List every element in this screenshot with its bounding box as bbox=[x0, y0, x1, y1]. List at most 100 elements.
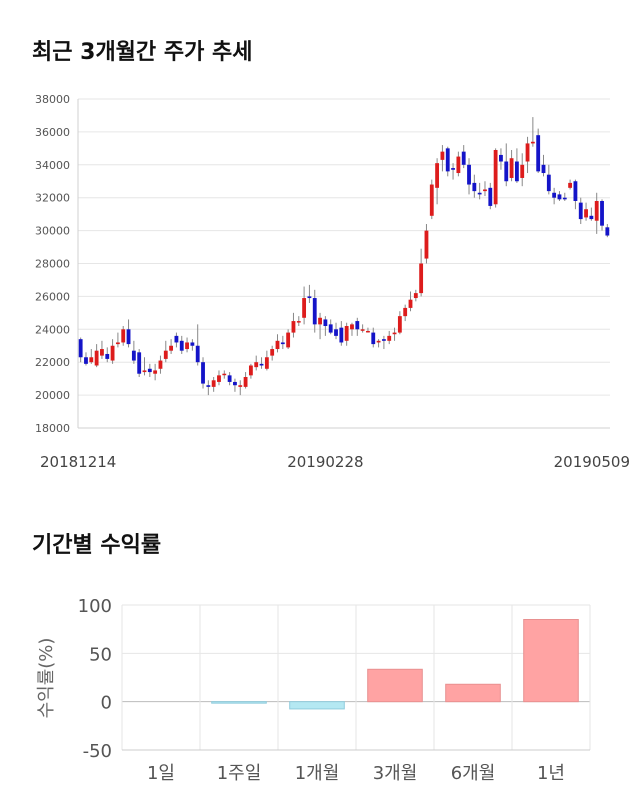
candle-up bbox=[429, 179, 434, 220]
candle-body bbox=[440, 151, 445, 160]
y-tick-label: 30000 bbox=[35, 225, 70, 238]
candle-up bbox=[163, 340, 168, 363]
candle-down bbox=[206, 380, 211, 396]
candle-body bbox=[179, 340, 184, 351]
candle-body bbox=[366, 330, 370, 333]
candle-up bbox=[493, 148, 498, 208]
candle-body bbox=[147, 368, 152, 373]
candle-body bbox=[355, 321, 360, 330]
candle-body bbox=[350, 324, 354, 330]
candle-up bbox=[142, 357, 147, 376]
candle-body bbox=[307, 296, 312, 299]
candle-body bbox=[206, 385, 211, 387]
candle-body bbox=[413, 293, 418, 299]
candle-body bbox=[318, 317, 322, 325]
price-trend-title: 최근 3개월간 주가 추세 bbox=[32, 40, 253, 65]
candle-up bbox=[440, 145, 445, 172]
x-tick-label: 1일 bbox=[147, 763, 175, 784]
candle-body bbox=[562, 197, 567, 200]
y-tick-label: 18000 bbox=[35, 422, 70, 435]
candle-body bbox=[89, 357, 94, 363]
candle-down bbox=[195, 324, 200, 366]
candle-up bbox=[94, 344, 99, 368]
candle-body bbox=[270, 349, 275, 356]
candle-body bbox=[328, 324, 333, 333]
candle-body bbox=[419, 263, 424, 294]
y-tick-label: 36000 bbox=[35, 126, 70, 139]
candle-body bbox=[552, 192, 557, 198]
candle-body bbox=[514, 161, 519, 182]
candle-body bbox=[190, 342, 195, 346]
candle-body bbox=[84, 357, 88, 364]
candle-body bbox=[467, 164, 471, 185]
candle-down bbox=[307, 284, 312, 303]
candle-body bbox=[371, 332, 376, 345]
candle-down bbox=[472, 174, 477, 198]
candle-down bbox=[536, 128, 541, 174]
candle-body bbox=[248, 365, 253, 376]
y-tick-label: 26000 bbox=[35, 290, 70, 303]
candle-body bbox=[594, 200, 599, 221]
candle-down bbox=[578, 197, 583, 225]
candle-body bbox=[169, 345, 174, 351]
candle-body bbox=[424, 230, 429, 259]
candle-up bbox=[110, 339, 115, 364]
candle-body bbox=[259, 363, 264, 366]
candle-down bbox=[562, 192, 567, 201]
x-tick-label: 1개월 bbox=[295, 763, 340, 784]
candle-body bbox=[280, 342, 285, 345]
candle-body bbox=[392, 332, 397, 335]
candle-down bbox=[259, 357, 264, 369]
candle-body bbox=[158, 360, 163, 369]
candle-down bbox=[445, 146, 450, 177]
candle-down bbox=[557, 191, 562, 201]
return-bar bbox=[289, 701, 345, 710]
candle-down bbox=[461, 145, 466, 169]
candle-up bbox=[115, 332, 120, 348]
candle-down bbox=[334, 322, 338, 340]
y-tick-label: 24000 bbox=[35, 323, 70, 336]
candle-body bbox=[126, 329, 131, 345]
candle-up bbox=[424, 224, 429, 264]
candle-up bbox=[387, 330, 392, 345]
candle-up bbox=[270, 345, 275, 361]
x-tick-label: 1년 bbox=[537, 763, 565, 784]
candle-down bbox=[201, 357, 205, 389]
candle-body bbox=[195, 345, 200, 363]
candle-body bbox=[296, 321, 301, 323]
candle-body bbox=[286, 332, 291, 348]
candle-body bbox=[110, 345, 115, 361]
candle-down bbox=[546, 164, 551, 195]
candle-body bbox=[504, 161, 509, 182]
candle-up bbox=[185, 337, 189, 353]
candle-down bbox=[126, 319, 131, 348]
candle-down bbox=[323, 316, 328, 336]
y-tick-label: 100 bbox=[78, 596, 112, 617]
candle-down bbox=[488, 182, 493, 210]
candle-up bbox=[397, 311, 402, 335]
y-axis-label: 수익률(%) bbox=[36, 638, 57, 719]
x-tick-label: 20190228 bbox=[287, 453, 363, 471]
candle-up bbox=[525, 136, 530, 174]
candle-body bbox=[137, 352, 142, 374]
y-tick-label: 0 bbox=[101, 693, 112, 714]
candle-up bbox=[584, 202, 588, 221]
candle-body bbox=[264, 357, 269, 369]
candle-up bbox=[530, 117, 535, 147]
candle-body bbox=[499, 154, 503, 162]
candle-down bbox=[312, 289, 317, 333]
candle-body bbox=[275, 340, 280, 350]
candle-body bbox=[456, 156, 461, 174]
candle-up bbox=[302, 286, 307, 325]
candle-body bbox=[429, 184, 434, 216]
candle-body bbox=[600, 200, 604, 226]
candle-body bbox=[233, 381, 237, 386]
candle-body bbox=[557, 194, 562, 200]
candle-body bbox=[153, 370, 158, 374]
candle-down bbox=[339, 321, 344, 346]
candle-down bbox=[227, 372, 232, 386]
candle-down bbox=[600, 199, 604, 231]
return-bar bbox=[367, 668, 423, 703]
candle-body bbox=[163, 350, 168, 359]
